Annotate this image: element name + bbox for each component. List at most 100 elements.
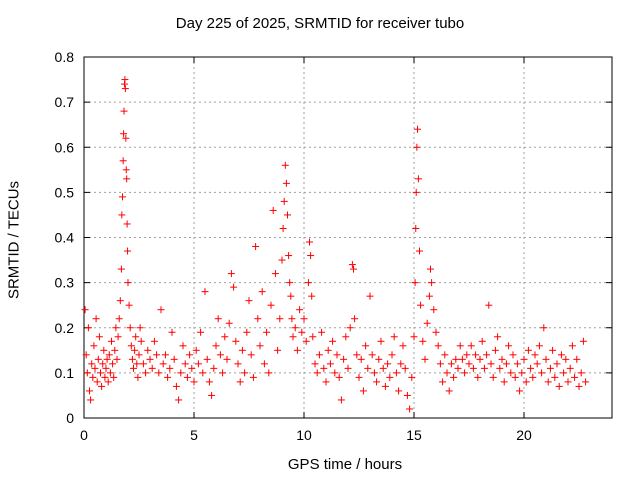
data-point [102,364,110,372]
data-point [302,337,310,345]
data-point [132,333,140,341]
data-point [333,351,341,359]
data-point [212,342,220,350]
data-point [230,283,238,291]
y-tick-label: 0.1 [55,365,75,381]
data-point [286,279,294,287]
data-point [467,342,475,350]
data-point [427,265,434,273]
data-point [311,360,319,368]
data-point [298,328,306,336]
data-point [219,369,227,377]
data-point [113,355,121,363]
data-point [274,346,282,354]
data-point [509,351,517,359]
data-point [155,369,163,377]
data-point [335,373,343,381]
plot-border [83,56,613,419]
data-point [89,373,97,381]
data-point [110,373,118,381]
y-tick-label: 0.8 [55,49,75,65]
data-point [529,373,537,381]
data-point [476,355,484,363]
data-point [322,378,330,386]
data-point [472,351,480,359]
data-point [104,378,112,386]
data-point [524,346,532,354]
data-point [414,125,422,133]
data-point [520,355,528,363]
data-point [238,346,246,354]
data-point [232,337,240,345]
data-point [269,206,277,214]
data-point [535,342,543,350]
data-point [502,360,510,368]
data-point [366,292,374,300]
data-point [288,315,296,323]
data-point [324,346,332,354]
data-point [320,364,328,372]
data-point [458,355,466,363]
data-point [309,333,317,341]
data-point [494,333,502,341]
data-point [243,328,251,336]
data-point [540,324,548,332]
data-point [105,351,113,359]
data-point [454,364,462,372]
data-point [170,355,178,363]
data-point [153,351,161,359]
data-point [117,265,125,273]
data-point [221,333,229,341]
data-point [146,355,154,363]
data-point [397,360,405,368]
data-point [401,364,409,372]
data-point [291,324,299,332]
y-tick-label: 0.5 [55,184,75,200]
data-point [181,360,189,368]
data-point [395,387,403,395]
data-point [94,355,102,363]
data-point [562,355,570,363]
data-point [344,364,352,372]
data-point [373,378,381,386]
data-point [304,279,312,287]
data-point [308,292,316,300]
data-point [225,319,233,327]
data-point [258,288,266,296]
x-tick-label: 20 [516,427,532,443]
data-point [276,315,284,323]
data-point [483,351,491,359]
data-point [133,360,141,368]
data-point [315,351,323,359]
data-point [447,360,455,368]
data-point [97,369,104,377]
data-points [81,76,590,413]
data-point [531,351,539,359]
data-point [183,373,191,381]
data-point [300,315,308,323]
data-point [115,315,123,323]
data-point [197,328,205,336]
data-point [164,373,172,381]
data-point [423,319,431,327]
data-point [106,369,114,377]
data-point [579,337,587,345]
data-point [249,373,257,381]
data-point [522,378,530,386]
data-point [296,306,304,314]
data-point [289,333,297,341]
data-point [450,373,458,381]
data-point [425,292,433,300]
data-point [348,261,356,269]
data-point [81,306,89,314]
data-point [142,369,150,377]
data-point [236,378,244,386]
data-point [516,387,524,395]
data-point [560,369,568,377]
data-point [432,328,440,336]
data-point [573,355,581,363]
data-point [571,373,579,381]
y-tick-label: 0.6 [55,139,75,155]
data-point [399,342,407,350]
